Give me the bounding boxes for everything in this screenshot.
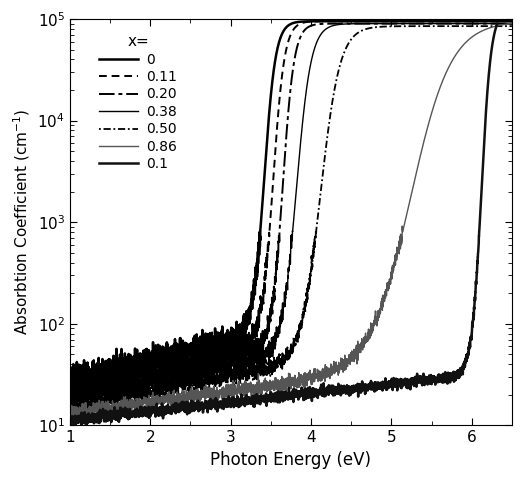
- 0.86: [77, 419, 84, 424]
- 0.38: [452, 21, 459, 26]
- 0.1: [106, 408, 112, 414]
- 0.86: [509, 21, 515, 26]
- 0.1: [130, 408, 136, 414]
- 0: [67, 364, 73, 370]
- 0.50: [255, 371, 262, 376]
- 0.50: [117, 393, 123, 399]
- 0.20: [256, 353, 262, 359]
- Line: 0.1: 0.1: [70, 24, 497, 427]
- 0: [71, 387, 77, 393]
- 0: [509, 18, 515, 24]
- 0.50: [67, 409, 73, 415]
- 0.20: [452, 21, 459, 26]
- 0.20: [501, 21, 507, 26]
- 0.11: [452, 18, 459, 24]
- 0.1: [67, 420, 73, 425]
- 0.11: [67, 372, 73, 378]
- 0.1: [284, 391, 290, 397]
- 0.1: [442, 379, 448, 384]
- 0.1: [494, 21, 501, 26]
- Y-axis label: Absorbtion Coefficient (cm$^{-1}$): Absorbtion Coefficient (cm$^{-1}$): [11, 109, 32, 336]
- 0: [236, 331, 243, 336]
- 0.11: [236, 349, 243, 355]
- 0.38: [236, 364, 243, 370]
- 0.20: [143, 374, 150, 380]
- 0.11: [74, 397, 80, 403]
- 0: [256, 240, 262, 245]
- 0.38: [256, 355, 262, 361]
- 0.11: [256, 305, 262, 311]
- 0.38: [509, 21, 515, 26]
- 0.50: [509, 23, 515, 29]
- 0: [143, 346, 150, 352]
- 0.50: [143, 386, 150, 392]
- 0.86: [236, 385, 243, 391]
- Legend: 0, 0.11, 0.20, 0.38, 0.50, 0.86, 0.1: 0, 0.11, 0.20, 0.38, 0.50, 0.86, 0.1: [99, 34, 177, 171]
- 0.20: [509, 21, 515, 26]
- Line: 0.50: 0.50: [70, 26, 512, 412]
- 0.86: [67, 412, 73, 418]
- Line: 0.11: 0.11: [70, 21, 512, 400]
- 0.20: [480, 21, 486, 26]
- 0.38: [67, 396, 73, 402]
- 0.38: [117, 387, 123, 393]
- 0.38: [143, 380, 150, 386]
- 0.11: [501, 18, 507, 24]
- Line: 0.38: 0.38: [70, 24, 512, 408]
- 0: [462, 18, 468, 24]
- 0.11: [117, 367, 123, 373]
- 0.38: [70, 405, 76, 411]
- 0.1: [262, 394, 268, 400]
- 0.50: [236, 377, 243, 383]
- X-axis label: Photon Energy (eV): Photon Energy (eV): [210, 451, 371, 469]
- 0: [452, 18, 459, 24]
- 0: [501, 18, 507, 24]
- Line: 0: 0: [70, 21, 512, 390]
- Line: 0.86: 0.86: [70, 24, 512, 421]
- 0.38: [500, 21, 506, 26]
- 0.50: [452, 23, 459, 29]
- 0.20: [236, 348, 243, 354]
- 0.11: [509, 18, 515, 24]
- 0.86: [256, 387, 262, 393]
- 0.86: [143, 396, 150, 401]
- Line: 0.20: 0.20: [70, 24, 512, 404]
- 0.1: [69, 424, 75, 430]
- 0.20: [117, 372, 123, 377]
- 0.50: [500, 23, 506, 29]
- 0.20: [67, 393, 73, 399]
- 0.86: [500, 22, 506, 27]
- 0.86: [452, 52, 459, 58]
- 0.11: [143, 359, 150, 364]
- 0.86: [117, 407, 123, 412]
- 0.1: [196, 407, 202, 413]
- 0.11: [471, 18, 477, 24]
- 0.20: [72, 401, 78, 407]
- 0: [117, 366, 123, 372]
